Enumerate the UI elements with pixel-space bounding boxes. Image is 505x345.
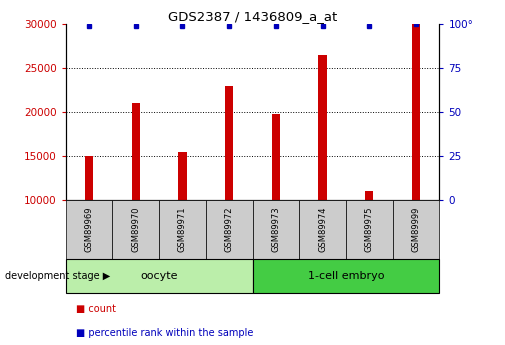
Text: GSM89969: GSM89969 bbox=[84, 207, 93, 252]
Text: GSM89975: GSM89975 bbox=[365, 207, 374, 252]
Bar bbox=[131, 104, 140, 200]
Text: GSM89973: GSM89973 bbox=[271, 207, 280, 252]
Text: GSM89970: GSM89970 bbox=[131, 207, 140, 252]
Text: GSM89972: GSM89972 bbox=[225, 207, 234, 252]
Text: oocyte: oocyte bbox=[140, 271, 178, 281]
Text: GSM89971: GSM89971 bbox=[178, 207, 187, 252]
Bar bbox=[318, 55, 327, 200]
Text: GSM89999: GSM89999 bbox=[412, 207, 421, 252]
Text: GDS2387 / 1436809_a_at: GDS2387 / 1436809_a_at bbox=[168, 10, 337, 23]
Text: 1-cell embryo: 1-cell embryo bbox=[308, 271, 384, 281]
Bar bbox=[412, 24, 420, 200]
Text: development stage ▶: development stage ▶ bbox=[5, 271, 110, 281]
Bar bbox=[272, 114, 280, 200]
Bar bbox=[178, 152, 187, 200]
Bar bbox=[85, 156, 93, 200]
Text: GSM89974: GSM89974 bbox=[318, 207, 327, 252]
Text: ■ percentile rank within the sample: ■ percentile rank within the sample bbox=[76, 328, 253, 338]
Text: ■ count: ■ count bbox=[76, 304, 116, 314]
Bar bbox=[225, 86, 233, 200]
Bar bbox=[365, 191, 374, 200]
